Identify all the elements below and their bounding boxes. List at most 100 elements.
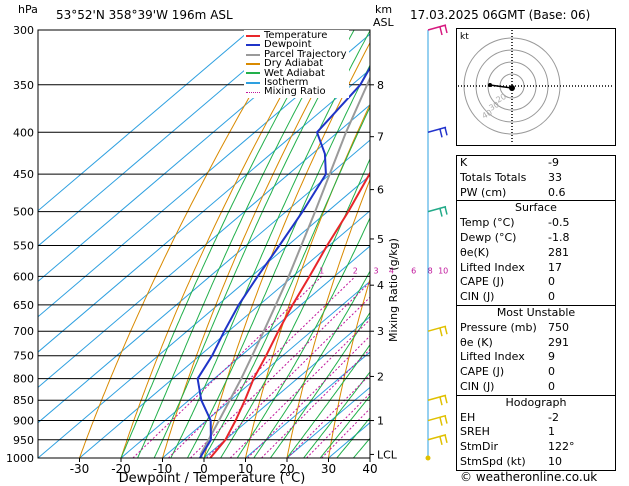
hodograph-ring-label: 20: [495, 92, 508, 105]
wind-barb-flag: [439, 208, 443, 217]
isotherm-line: [38, 33, 370, 318]
mu-row: Pressure (mb) 750: [460, 320, 569, 334]
pressure-tick-label: 700: [13, 325, 34, 338]
legend-swatch: [246, 53, 260, 56]
mixing-ratio-label: 10: [438, 266, 448, 275]
wind-barb-flag: [444, 127, 448, 136]
wind-barbs: [425, 24, 448, 461]
dewpoint-profile: [196, 65, 370, 458]
mixing-ratio-line: [306, 392, 370, 458]
legend-item: Dry Adiabat: [246, 58, 347, 69]
legend-item: Parcel Trajectory: [246, 48, 347, 60]
isotherm-line: [38, 30, 334, 283]
legend-swatch: [246, 44, 260, 47]
temperature-tick-label: 20: [279, 462, 294, 476]
wet-adiabat-line: [319, 395, 370, 458]
legend-swatch: [246, 62, 260, 65]
wind-barb-shaft: [427, 394, 447, 401]
hodograph-ring-label: 30: [488, 100, 501, 113]
wind-barb-flag: [444, 434, 448, 443]
pressure-tick-label: 650: [13, 299, 34, 312]
hodograph-section: Hodograph EH -2 SREH 1 StmDir 122° StmSpd (…: [457, 394, 615, 470]
mu-row: CIN (J) 0: [460, 379, 555, 393]
hodograph-trace: [489, 84, 513, 89]
hpa-unit-label: hPa: [18, 3, 38, 16]
pressure-tick-label: 500: [13, 206, 34, 219]
wind-barb: [427, 24, 448, 36]
mixing-ratio-label: 6: [411, 266, 416, 275]
legend-swatch: [246, 91, 260, 93]
surface-section: Surface Temp (°C) -0.5 Dewp (°C) -1.8 θe(K…: [457, 200, 615, 305]
surface-row: CIN (J) 0: [460, 290, 555, 304]
wind-barb: [427, 325, 448, 337]
most-unstable-section: Most Unstable Pressure (mb) 750 θe (K) 291…: [457, 304, 615, 395]
km-tick-label: 8: [377, 79, 384, 92]
mu-row: CAPE (J) 0: [460, 365, 555, 379]
wind-barb-shaft: [427, 434, 447, 441]
wind-barb-flag: [439, 26, 443, 36]
legend-swatch: [246, 81, 260, 84]
mixing-ratio-line: [190, 281, 370, 458]
temperature-tick-label: -30: [70, 462, 90, 476]
isotherm-line: [245, 351, 370, 458]
temperature-tick-label: 40: [362, 462, 377, 476]
temperature-tick-label: -20: [111, 462, 131, 476]
pressure-tick-label: 1000: [6, 452, 34, 465]
wind-barb-flag: [439, 417, 443, 426]
credit-text: © weatheronline.co.uk: [460, 470, 598, 484]
isotherm-line: [38, 68, 370, 353]
legend-item: Dewpoint: [246, 39, 347, 51]
legend-label: Isotherm: [264, 77, 309, 89]
asl-unit-label: ASL: [373, 16, 394, 29]
legend-label: Parcel Trajectory: [264, 48, 347, 60]
most-unstable-title: Most Unstable: [496, 305, 576, 319]
surface-row: Lifted Index 17: [460, 260, 562, 274]
legend-swatch: [246, 72, 260, 75]
pressure-tick-label: 900: [13, 415, 34, 428]
wind-barb-shaft: [427, 24, 447, 31]
wind-barb-flag: [444, 24, 448, 34]
wind-barb: [427, 434, 448, 445]
km-tick-label: 2: [377, 370, 384, 383]
mu-row: θe (K) 291: [460, 335, 569, 349]
pressure-tick-label: 300: [13, 24, 34, 37]
isotherm-line: [38, 174, 370, 458]
wet-adiabat-line: [353, 437, 370, 458]
pressure-tick-label: 950: [13, 434, 34, 447]
wind-barb-shaft: [427, 414, 447, 422]
mixing-ratio-label: 4: [389, 266, 394, 275]
mixing-ratio-label: 2: [353, 266, 358, 275]
legend-label: Wet Adiabat: [264, 67, 325, 79]
isotherm-line: [203, 316, 370, 458]
pressure-tick-label: 600: [13, 270, 34, 283]
isotherm-line: [162, 280, 370, 458]
station-location: 53°52'N 358°39'W 196m ASL: [56, 8, 233, 22]
wind-barb-shaft: [427, 126, 447, 133]
skewt-grid: [38, 30, 370, 458]
mixing-ratio-label: 8: [428, 266, 433, 275]
mixing-ratio-label: 3: [374, 266, 379, 275]
isotherm-line: [38, 30, 293, 247]
legend-label: Dewpoint: [264, 39, 312, 51]
temperature-tick-label: 0: [200, 462, 208, 476]
temperature-tick-label: -10: [153, 462, 173, 476]
index-row: Totals Totals 33: [460, 170, 562, 184]
wet-adiabat-line: [303, 371, 370, 458]
pressure-tick-label: 750: [13, 350, 34, 363]
isotherm-line: [79, 210, 370, 458]
legend-item: Mixing Ratio: [246, 87, 347, 97]
isotherm-line: [38, 30, 251, 212]
mixing-ratio-axis-label: Mixing Ratio (g/kg): [387, 238, 400, 342]
hodo-row: StmDir 122°: [460, 440, 575, 454]
surface-row: Temp (°C) -0.5: [460, 216, 570, 230]
km-tick-label: 1: [377, 415, 384, 428]
wind-barb-flag: [444, 415, 448, 424]
surface-row: CAPE (J) 0: [460, 275, 555, 289]
surface-row: θe(K) 281: [460, 245, 569, 259]
wind-barb-flag: [444, 206, 448, 215]
wind-barb-flag: [439, 328, 443, 337]
pressure-tick-label: 400: [13, 126, 34, 139]
hodograph-title: Hodograph: [505, 395, 567, 409]
pressure-tick-label: 850: [13, 394, 34, 407]
